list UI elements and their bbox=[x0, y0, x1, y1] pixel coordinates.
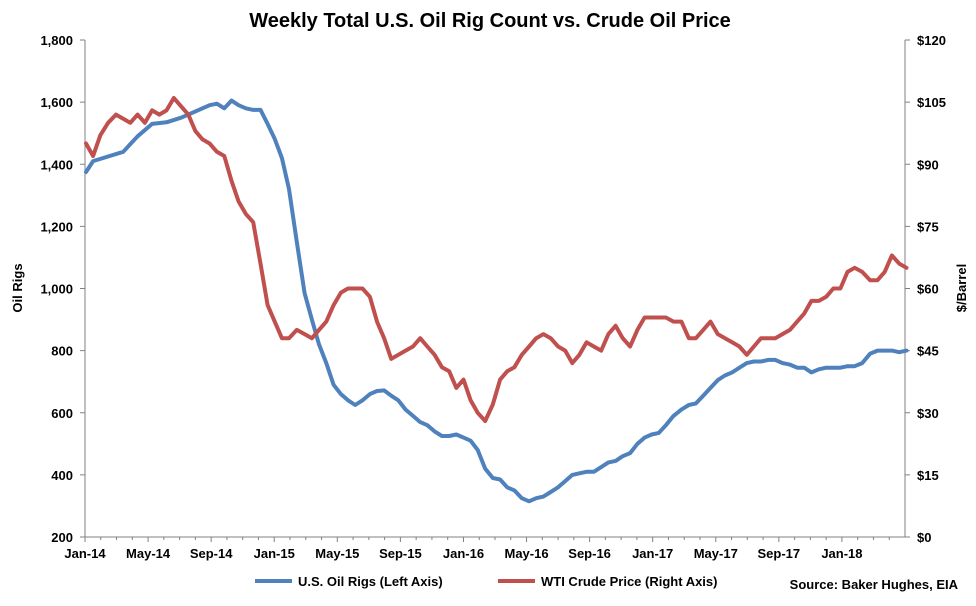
right-axis-ticks: $0 $15 $30 $45 $60 $75 $90 $105 $120 bbox=[905, 33, 946, 545]
chart-title: Weekly Total U.S. Oil Rig Count vs. Crud… bbox=[249, 10, 731, 32]
axes bbox=[84, 40, 906, 538]
right-tick-label: $0 bbox=[917, 530, 931, 545]
x-tick-label: Jan-15 bbox=[254, 546, 295, 561]
right-tick-label: $30 bbox=[917, 406, 939, 421]
legend: U.S. Oil Rigs (Left Axis) WTI Crude Pric… bbox=[255, 574, 717, 589]
x-tick-label: May-14 bbox=[126, 546, 171, 561]
left-tick-label: 1,000 bbox=[40, 282, 73, 297]
right-tick-label: $45 bbox=[917, 344, 939, 359]
x-tick-label: May-17 bbox=[694, 546, 738, 561]
right-tick-label: $120 bbox=[917, 33, 946, 48]
x-axis-ticks: Jan-14 May-14 Sep-14 Jan-15 May-15 Sep-15 Jan-… bbox=[64, 537, 890, 561]
x-tick-label: Jan-14 bbox=[64, 546, 106, 561]
left-tick-label: 1,800 bbox=[40, 33, 73, 48]
left-tick-label: 1,400 bbox=[40, 157, 73, 172]
right-tick-label: $105 bbox=[917, 95, 946, 110]
left-tick-label: 600 bbox=[51, 406, 73, 421]
source-note: Source: Baker Hughes, EIA bbox=[790, 577, 959, 592]
right-tick-label: $90 bbox=[917, 157, 939, 172]
x-tick-label: May-16 bbox=[504, 546, 548, 561]
series-layer bbox=[84, 96, 909, 504]
legend-label-wti: WTI Crude Price (Right Axis) bbox=[541, 574, 717, 589]
x-tick-label: May-15 bbox=[315, 546, 359, 561]
left-axis-label: Oil Rigs bbox=[10, 263, 25, 312]
x-tick-label: Jan-16 bbox=[443, 546, 484, 561]
left-tick-label: 400 bbox=[51, 468, 73, 483]
left-tick-label: 1,200 bbox=[40, 219, 73, 234]
right-tick-label: $15 bbox=[917, 468, 939, 483]
legend-label-rigs: U.S. Oil Rigs (Left Axis) bbox=[298, 574, 443, 589]
right-tick-label: $60 bbox=[917, 282, 939, 297]
x-tick-label: Sep-16 bbox=[568, 546, 611, 561]
left-tick-label: 1,600 bbox=[40, 95, 73, 110]
series-line-oil-rigs bbox=[84, 98, 909, 504]
right-axis-label: $/Barrel bbox=[954, 264, 969, 312]
x-tick-label: Sep-15 bbox=[379, 546, 422, 561]
x-tick-label: Jan-18 bbox=[821, 546, 862, 561]
left-tick-label: 200 bbox=[51, 530, 73, 545]
series-line-wti-price bbox=[84, 96, 909, 423]
x-tick-label: Sep-17 bbox=[758, 546, 801, 561]
left-axis-ticks: 200 400 600 800 1,000 1,200 1,400 1,600 1,800 bbox=[40, 33, 85, 545]
x-tick-label: Sep-14 bbox=[190, 546, 233, 561]
right-tick-label: $75 bbox=[917, 219, 939, 234]
x-tick-label: Jan-17 bbox=[632, 546, 673, 561]
left-tick-label: 800 bbox=[51, 344, 73, 359]
